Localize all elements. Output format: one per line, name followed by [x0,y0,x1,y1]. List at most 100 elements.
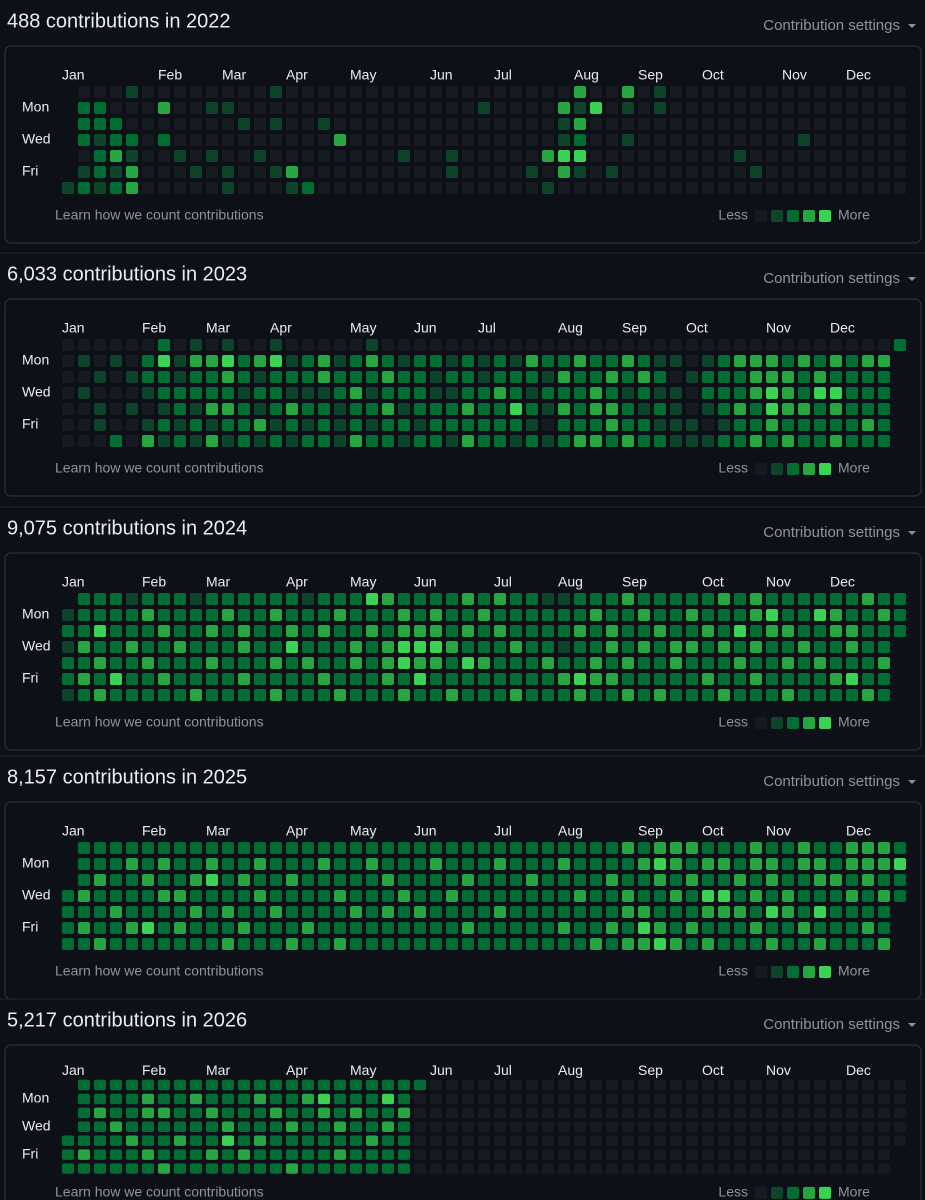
contribution-cell[interactable] [190,166,202,178]
contribution-cell[interactable] [638,339,650,351]
contribution-cell[interactable] [366,387,378,399]
contribution-cell[interactable] [526,906,538,918]
contribution-cell[interactable] [94,134,106,146]
contribution-cell[interactable] [414,689,426,701]
contribution-cell[interactable] [862,102,874,114]
contribution-cell[interactable] [222,1093,234,1105]
contribution-cell[interactable] [654,906,666,918]
contribution-cell[interactable] [286,609,298,621]
contribution-cell[interactable] [510,387,522,399]
contribution-cell[interactable] [494,182,506,194]
contribution-cell[interactable] [142,1107,154,1119]
contribution-cell[interactable] [638,150,650,162]
contribution-cell[interactable] [78,689,90,701]
contribution-cell[interactable] [174,86,186,98]
contribution-cell[interactable] [750,371,762,383]
contribution-cell[interactable] [526,1079,538,1091]
contribution-cell[interactable] [814,625,826,637]
contribution-cell[interactable] [526,182,538,194]
contribution-cell[interactable] [702,1149,714,1160]
contribution-cell[interactable] [190,102,202,114]
contribution-cell[interactable] [334,134,346,146]
contribution-cell[interactable] [110,166,122,178]
contribution-cell[interactable] [270,1107,282,1119]
contribution-cell[interactable] [286,182,298,194]
contribution-cell[interactable] [702,858,714,870]
contribution-cell[interactable] [622,1079,634,1091]
contribution-cell[interactable] [814,906,826,918]
contribution-cell[interactable] [590,150,602,162]
contribution-cell[interactable] [526,609,538,621]
contribution-cell[interactable] [526,1107,538,1119]
contribution-cell[interactable] [462,842,474,854]
contribution-cell[interactable] [686,355,698,367]
contribution-cell[interactable] [366,689,378,701]
contribution-cell[interactable] [862,1093,874,1105]
contribution-cell[interactable] [110,1079,122,1091]
contribution-cell[interactable] [382,339,394,351]
contribution-cell[interactable] [238,118,250,130]
contribution-cell[interactable] [478,1107,490,1119]
contribution-cell[interactable] [430,1149,442,1160]
contribution-cell[interactable] [382,355,394,367]
contribution-cell[interactable] [702,641,714,653]
contribution-cell[interactable] [78,371,90,383]
contribution-cell[interactable] [462,874,474,886]
contribution-cell[interactable] [782,419,794,431]
contribution-cell[interactable] [702,842,714,854]
contribution-cell[interactable] [814,419,826,431]
contribution-cell[interactable] [542,1135,554,1146]
contribution-cell[interactable] [158,673,170,685]
contribution-cell[interactable] [830,150,842,162]
contribution-cell[interactable] [446,858,458,870]
contribution-cell[interactable] [270,593,282,605]
contribution-cell[interactable] [638,874,650,886]
contribution-cell[interactable] [686,403,698,415]
contribution-cell[interactable] [94,938,106,950]
contribution-cell[interactable] [782,86,794,98]
contribution-cell[interactable] [734,355,746,367]
contribution-cell[interactable] [398,689,410,701]
contribution-cell[interactable] [558,938,570,950]
contribution-cell[interactable] [846,102,858,114]
contribution-cell[interactable] [478,435,490,447]
contribution-cell[interactable] [334,339,346,351]
contribution-cell[interactable] [878,938,890,950]
contribution-cell[interactable] [622,842,634,854]
contribution-cell[interactable] [862,842,874,854]
contribution-cell[interactable] [158,593,170,605]
contribution-cell[interactable] [494,657,506,669]
contribution-cell[interactable] [158,1121,170,1132]
contribution-cell[interactable] [126,906,138,918]
contribution-cell[interactable] [446,1093,458,1105]
contribution-cell[interactable] [446,874,458,886]
contribution-cell[interactable] [766,609,778,621]
contribution-cell[interactable] [574,166,586,178]
contribution-cell[interactable] [78,1135,90,1146]
contribution-cell[interactable] [670,673,682,685]
contribution-cell[interactable] [206,150,218,162]
contribution-cell[interactable] [206,657,218,669]
contribution-cell[interactable] [350,166,362,178]
contribution-cell[interactable] [414,858,426,870]
contribution-cell[interactable] [718,1163,730,1174]
contribution-cell[interactable] [622,339,634,351]
contribution-cell[interactable] [174,419,186,431]
contribution-cell[interactable] [814,842,826,854]
contribution-cell[interactable] [382,419,394,431]
contribution-cell[interactable] [350,339,362,351]
contribution-cell[interactable] [110,355,122,367]
contribution-cell[interactable] [702,355,714,367]
contribution-cell[interactable] [222,922,234,934]
contribution-cell[interactable] [606,1107,618,1119]
contribution-cell[interactable] [766,403,778,415]
contribution-cell[interactable] [622,1163,634,1174]
contribution-cell[interactable] [302,387,314,399]
contribution-cell[interactable] [590,689,602,701]
contribution-cell[interactable] [862,1149,874,1160]
contribution-cell[interactable] [398,890,410,902]
contribution-cell[interactable] [222,641,234,653]
contribution-cell[interactable] [558,1093,570,1105]
contribution-cell[interactable] [142,182,154,194]
contribution-cell[interactable] [478,371,490,383]
